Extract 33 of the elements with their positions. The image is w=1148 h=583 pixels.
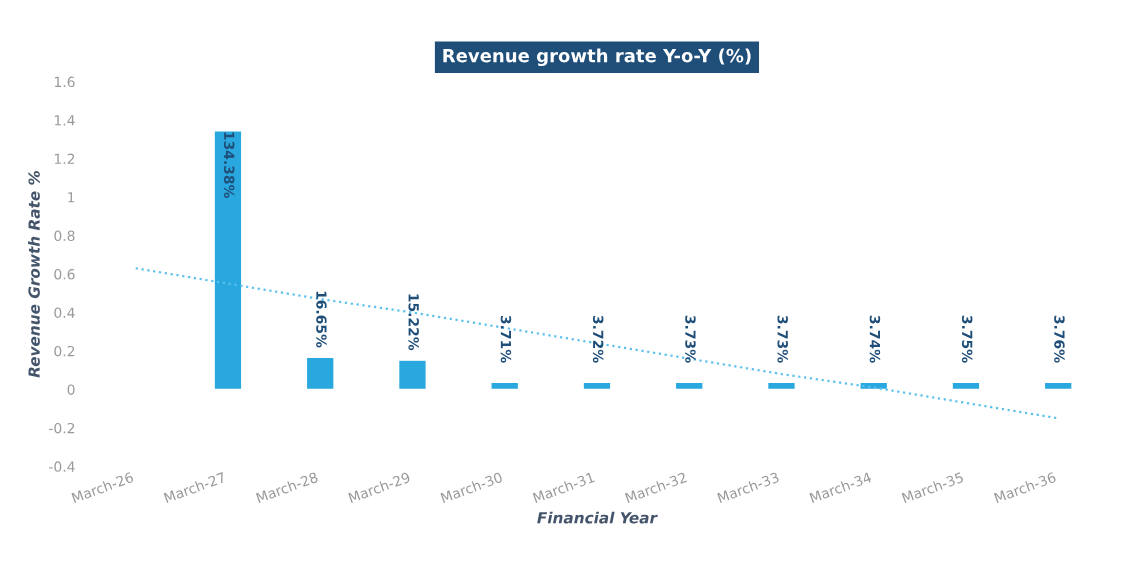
data-label: 134.38% bbox=[223, 132, 235, 198]
y-tick-label: 1.6 bbox=[54, 76, 75, 88]
y-tick-label: 1.2 bbox=[54, 153, 75, 164]
y-tick-label: 0.6 bbox=[54, 268, 75, 280]
bar bbox=[582, 381, 612, 391]
data-label: 3.72% bbox=[592, 315, 604, 363]
y-tick-label: -0.2 bbox=[49, 422, 75, 434]
y-tick-label: 0.2 bbox=[54, 345, 75, 357]
bar bbox=[490, 381, 520, 391]
data-label: 3.71% bbox=[500, 315, 512, 363]
y-tick-label: -0.4 bbox=[49, 461, 75, 472]
data-label: 3.73% bbox=[685, 315, 696, 363]
bar bbox=[305, 356, 335, 391]
y-tick-label: 0.8 bbox=[54, 230, 75, 242]
bar bbox=[397, 359, 427, 391]
y-axis-title: Revenue Growth Rate % bbox=[28, 171, 40, 378]
bar bbox=[1043, 381, 1073, 391]
data-label: 3.76% bbox=[1054, 315, 1065, 363]
bar bbox=[213, 130, 243, 391]
bar bbox=[674, 381, 704, 391]
y-tick-label: 1 bbox=[68, 192, 75, 203]
bar bbox=[766, 381, 796, 391]
y-tick-label: 1.4 bbox=[54, 115, 75, 126]
data-label: 15.22% bbox=[408, 294, 419, 351]
data-label: 3.75% bbox=[961, 315, 973, 363]
y-tick-label: 0 bbox=[67, 384, 75, 395]
y-tick-label: 0.4 bbox=[54, 307, 75, 318]
data-label: 16.65% bbox=[316, 291, 327, 348]
chart-title: Revenue growth rate Y-o-Y (%) bbox=[443, 48, 751, 67]
x-axis-title: Financial Year bbox=[537, 511, 658, 524]
bar bbox=[951, 381, 981, 391]
data-label: 3.74% bbox=[869, 315, 881, 363]
data-label: 3.73% bbox=[777, 315, 788, 363]
